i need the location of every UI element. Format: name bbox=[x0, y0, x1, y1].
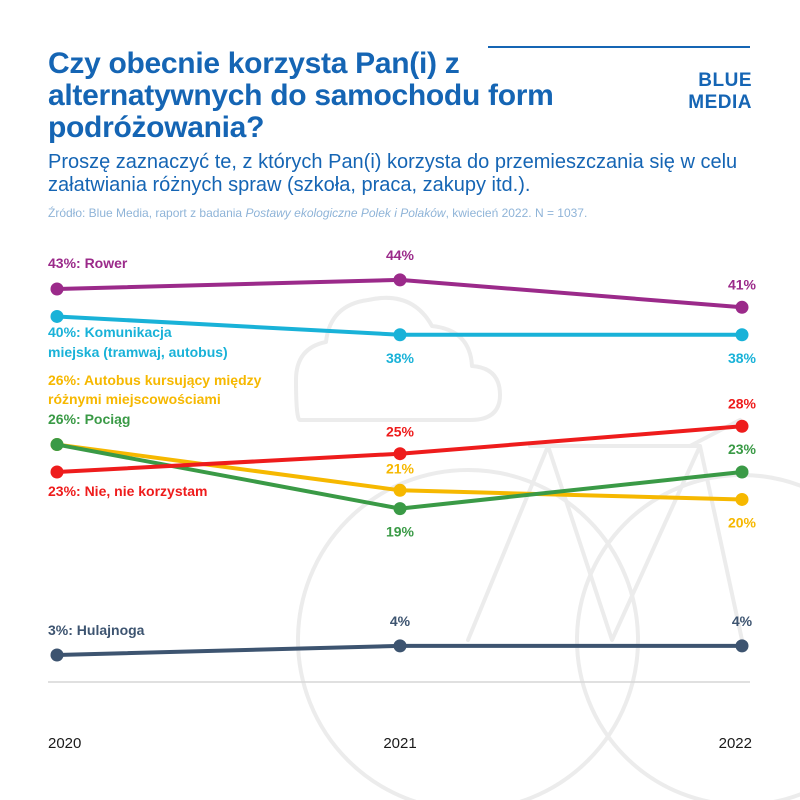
series-label-hulajnoga: 3%: Hulajnoga bbox=[48, 622, 145, 638]
data-point-komunikacja-miejska-tramwaj-autobus-2022 bbox=[735, 328, 749, 342]
source-prefix: Źródło: Blue Media, raport z badania bbox=[48, 206, 246, 220]
data-point-rower-2022 bbox=[735, 300, 749, 314]
series-label-nie-nie-korzystam: 23%: Nie, nie korzystam bbox=[48, 483, 208, 499]
data-label-poci-g-2022: 23% bbox=[728, 441, 757, 457]
page-title: Czy obecnie korzysta Pan(i) z alternatyw… bbox=[48, 47, 554, 144]
x-tick-label-2020: 2020 bbox=[48, 735, 81, 752]
x-tick-label-2022: 2022 bbox=[719, 735, 752, 752]
data-point-nie-nie-korzystam-2021 bbox=[393, 447, 407, 461]
data-point-autobus-kursuj-cy-mi-dzy-r-nymi-miejscowo-ciami-2022 bbox=[735, 492, 749, 506]
data-point-rower-2020 bbox=[50, 282, 64, 296]
data-point-poci-g-2022 bbox=[735, 465, 749, 479]
data-label-nie-nie-korzystam-2021: 25% bbox=[386, 424, 415, 440]
data-point-hulajnoga-2021 bbox=[393, 639, 407, 653]
source-note: Źródło: Blue Media, raport z badania Pos… bbox=[48, 205, 748, 221]
data-point-hulajnoga-2022 bbox=[735, 639, 749, 653]
data-point-komunikacja-miejska-tramwaj-autobus-2021 bbox=[393, 328, 407, 342]
data-label-komunikacja-miejska-tramwaj-autobus-2021: 38% bbox=[386, 350, 415, 366]
series-label-autobus-kursuj-cy-mi-dzy-r-nymi-miejscowo-ciami-line-2: różnymi miejscowościami bbox=[48, 391, 221, 407]
data-label-autobus-kursuj-cy-mi-dzy-r-nymi-miejscowo-ciami-2021: 21% bbox=[386, 460, 415, 476]
logo-line-1: BLUE bbox=[698, 70, 752, 91]
data-point-poci-g-2020 bbox=[50, 438, 64, 452]
blue-media-logo: BLUE MEDIA bbox=[688, 70, 752, 114]
data-point-komunikacja-miejska-tramwaj-autobus-2020 bbox=[50, 309, 64, 323]
data-point-nie-nie-korzystam-2022 bbox=[735, 419, 749, 433]
data-point-hulajnoga-2020 bbox=[50, 648, 64, 662]
source-suffix: , kwiecień 2022. N = 1037. bbox=[445, 206, 588, 220]
data-point-rower-2021 bbox=[393, 273, 407, 287]
series-label-komunikacja-miejska-tramwaj-autobus-line-1: 40%: Komunikacja bbox=[48, 324, 172, 340]
data-point-poci-g-2021 bbox=[393, 502, 407, 516]
series-label-autobus-kursuj-cy-mi-dzy-r-nymi-miejscowo-ciami-line-1: 26%: Autobus kursujący między bbox=[48, 372, 262, 388]
series-label-rower: 43%: Rower bbox=[48, 255, 128, 271]
bicycle-frame bbox=[466, 418, 744, 642]
data-label-poci-g-2021: 19% bbox=[386, 524, 415, 540]
data-label-autobus-kursuj-cy-mi-dzy-r-nymi-miejscowo-ciami-2022: 20% bbox=[728, 514, 757, 530]
bicycle-rear-wheel bbox=[296, 468, 640, 800]
data-label-rower-2021: 44% bbox=[386, 247, 415, 263]
logo-divider-line bbox=[488, 46, 750, 48]
series-label-komunikacja-miejska-tramwaj-autobus-line-2: miejska (tramwaj, autobus) bbox=[48, 344, 228, 360]
series-label-poci-g: 26%: Pociąg bbox=[48, 411, 130, 427]
logo-line-2: MEDIA bbox=[688, 92, 752, 113]
data-label-komunikacja-miejska-tramwaj-autobus-2022: 38% bbox=[728, 350, 757, 366]
source-report-title: Postawy ekologiczne Polek i Polaków bbox=[245, 206, 446, 220]
data-label-nie-nie-korzystam-2022: 28% bbox=[728, 395, 757, 411]
x-tick-label-2021: 2021 bbox=[383, 735, 416, 752]
data-label-rower-2022: 41% bbox=[728, 276, 757, 292]
data-label-hulajnoga-2022: 4% bbox=[732, 613, 753, 629]
page-subtitle: Proszę zaznaczyć te, z których Pan(i) ko… bbox=[48, 151, 738, 196]
cloud-outline bbox=[294, 295, 502, 422]
data-point-nie-nie-korzystam-2020 bbox=[50, 465, 64, 479]
data-point-autobus-kursuj-cy-mi-dzy-r-nymi-miejscowo-ciami-2021 bbox=[393, 483, 407, 497]
data-label-hulajnoga-2021: 4% bbox=[390, 613, 411, 629]
